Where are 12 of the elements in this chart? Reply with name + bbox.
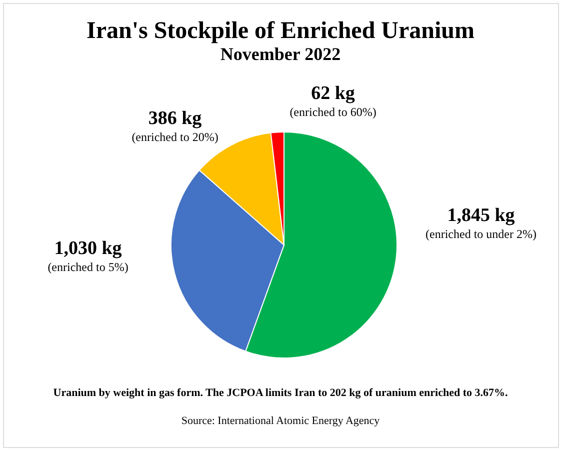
text: Uranium by weight in gas form. The JCPOA limits Iran to 202 kg of uranium enriched to 3.67%. <box>53 387 508 399</box>
slice-label: (enriched to 5%) <box>48 260 128 274</box>
slice-label: (enriched to 60%) <box>290 105 376 119</box>
chart-title: Iran's Stockpile of Enriched Uranium <box>86 18 475 44</box>
data-label: 1,845 kg <box>447 205 516 226</box>
data-label: 62 kg <box>311 83 356 104</box>
slice-label: (enriched to 20%) <box>132 130 218 144</box>
chart-subtitle: November 2022 <box>220 44 341 64</box>
slice-label: (enriched to under 2%) <box>426 227 536 241</box>
data-label: 386 kg <box>148 108 202 129</box>
source-note: Source: International Atomic Energy Agency <box>181 415 380 427</box>
data-label: 1,030 kg <box>54 238 122 259</box>
